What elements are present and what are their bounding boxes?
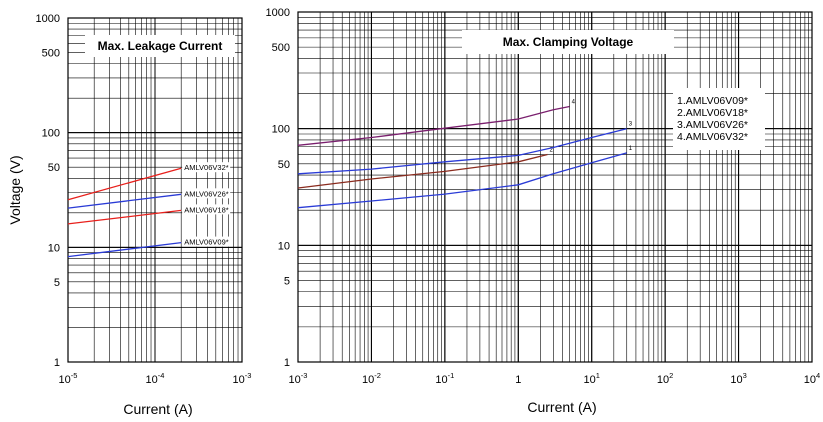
curve-number-label: 3 [629,122,633,128]
series-line-amlv06v18 [67,209,182,225]
y-tick-label: 500 [42,48,60,60]
clamping-grid [297,11,813,363]
clamping-legend: 1.AMLV06V09*2.AMLV06V18*3.AMLV06V26*4.AM… [677,95,748,143]
curve-number-label: 2 [550,148,554,154]
curve-label: AMLV06V09* [184,238,229,247]
x-tick-label: 10-3 [233,371,252,386]
y-tick-label: 10 [278,240,290,252]
series-line-2 [297,153,548,189]
y-tick-label: 50 [48,162,60,174]
series-line-amlv06v09 [67,241,182,258]
clamping-title: Max. Clamping Voltage [503,35,634,49]
clamping-title-box [462,30,674,54]
curve-label-bg [182,188,231,199]
series-line-1 [297,152,627,209]
y-axis-label: Voltage (V) [7,155,23,224]
leakage-title-box [85,35,235,57]
plot-frame [297,11,813,363]
legend-entry: 1.AMLV06V09* [677,95,748,107]
leakage-title: Max. Leakage Current [98,39,223,53]
legend-entry: 4.AMLV06V32* [677,131,748,143]
clamping-y-ticks: 1 5 10 50 100 500 1000 [266,7,290,369]
x-tick-label: 10-3 [289,371,308,386]
x-tick-label: 102 [657,371,673,386]
y-tick-label: 500 [272,42,290,54]
leakage-y-ticks: 1 5 10 50 100 500 1000 [36,13,60,369]
x-tick-label: 1 [515,374,521,386]
y-tick-label: 50 [278,159,290,171]
curve-number-label: 1 [629,146,633,152]
y-tick-label: 1000 [36,13,60,25]
curve-label-bg [182,204,231,215]
curve-label: AMLV06V18* [184,205,229,214]
y-tick-label: 1 [284,357,290,369]
curve-label-bg [182,162,231,173]
curve-label-bg [182,236,231,247]
curve-label: AMLV06V32* [184,163,229,172]
curve-label: AMLV06V26* [184,189,229,198]
legend-entry: 2.AMLV06V18* [677,107,748,119]
series-line-amlv06v26 [67,193,182,209]
x-tick-label: 101 [584,371,600,386]
x-tick-label: 10-5 [59,371,78,386]
y-tick-label: 5 [54,277,60,289]
clamping-legend-box [673,88,765,150]
x-tick-label: 103 [730,371,746,386]
series-line-amlv06v32 [67,167,182,201]
leakage-series: AMLV06V32* AMLV06V26* AMLV06V18* AMLV06V09* [67,162,231,258]
curve-number-label: 4 [572,99,576,105]
clamping-x-ticks: 10-3 10-2 10-1 1 101 102 103 104 [289,371,821,386]
legend-entry: 3.AMLV06V26* [677,119,748,131]
series-line-4 [297,105,570,146]
x-tick-label: 10-4 [146,371,165,386]
y-tick-label: 100 [272,124,290,136]
clamping-series: 1 2 3 4 [297,99,633,209]
plot-frame [67,17,243,363]
series-line-3 [297,128,627,175]
y-tick-label: 5 [284,275,290,287]
leakage-x-ticks: 10-5 10-4 10-3 [59,371,252,386]
x-tick-label: 104 [804,371,820,386]
leakage-x-axis-label: Current (A) [123,401,192,417]
clamping-x-axis-label: Current (A) [527,399,596,415]
y-tick-label: 100 [42,128,60,140]
panel-leakage: 1 5 10 50 100 500 1000 10-5 10-4 10-3 AMLV06V32*… [36,13,252,417]
y-tick-label: 1000 [266,7,290,19]
y-tick-label: 10 [48,242,60,254]
x-tick-label: 10-2 [362,371,381,386]
x-tick-label: 10-1 [435,371,454,386]
y-tick-label: 1 [54,357,60,369]
